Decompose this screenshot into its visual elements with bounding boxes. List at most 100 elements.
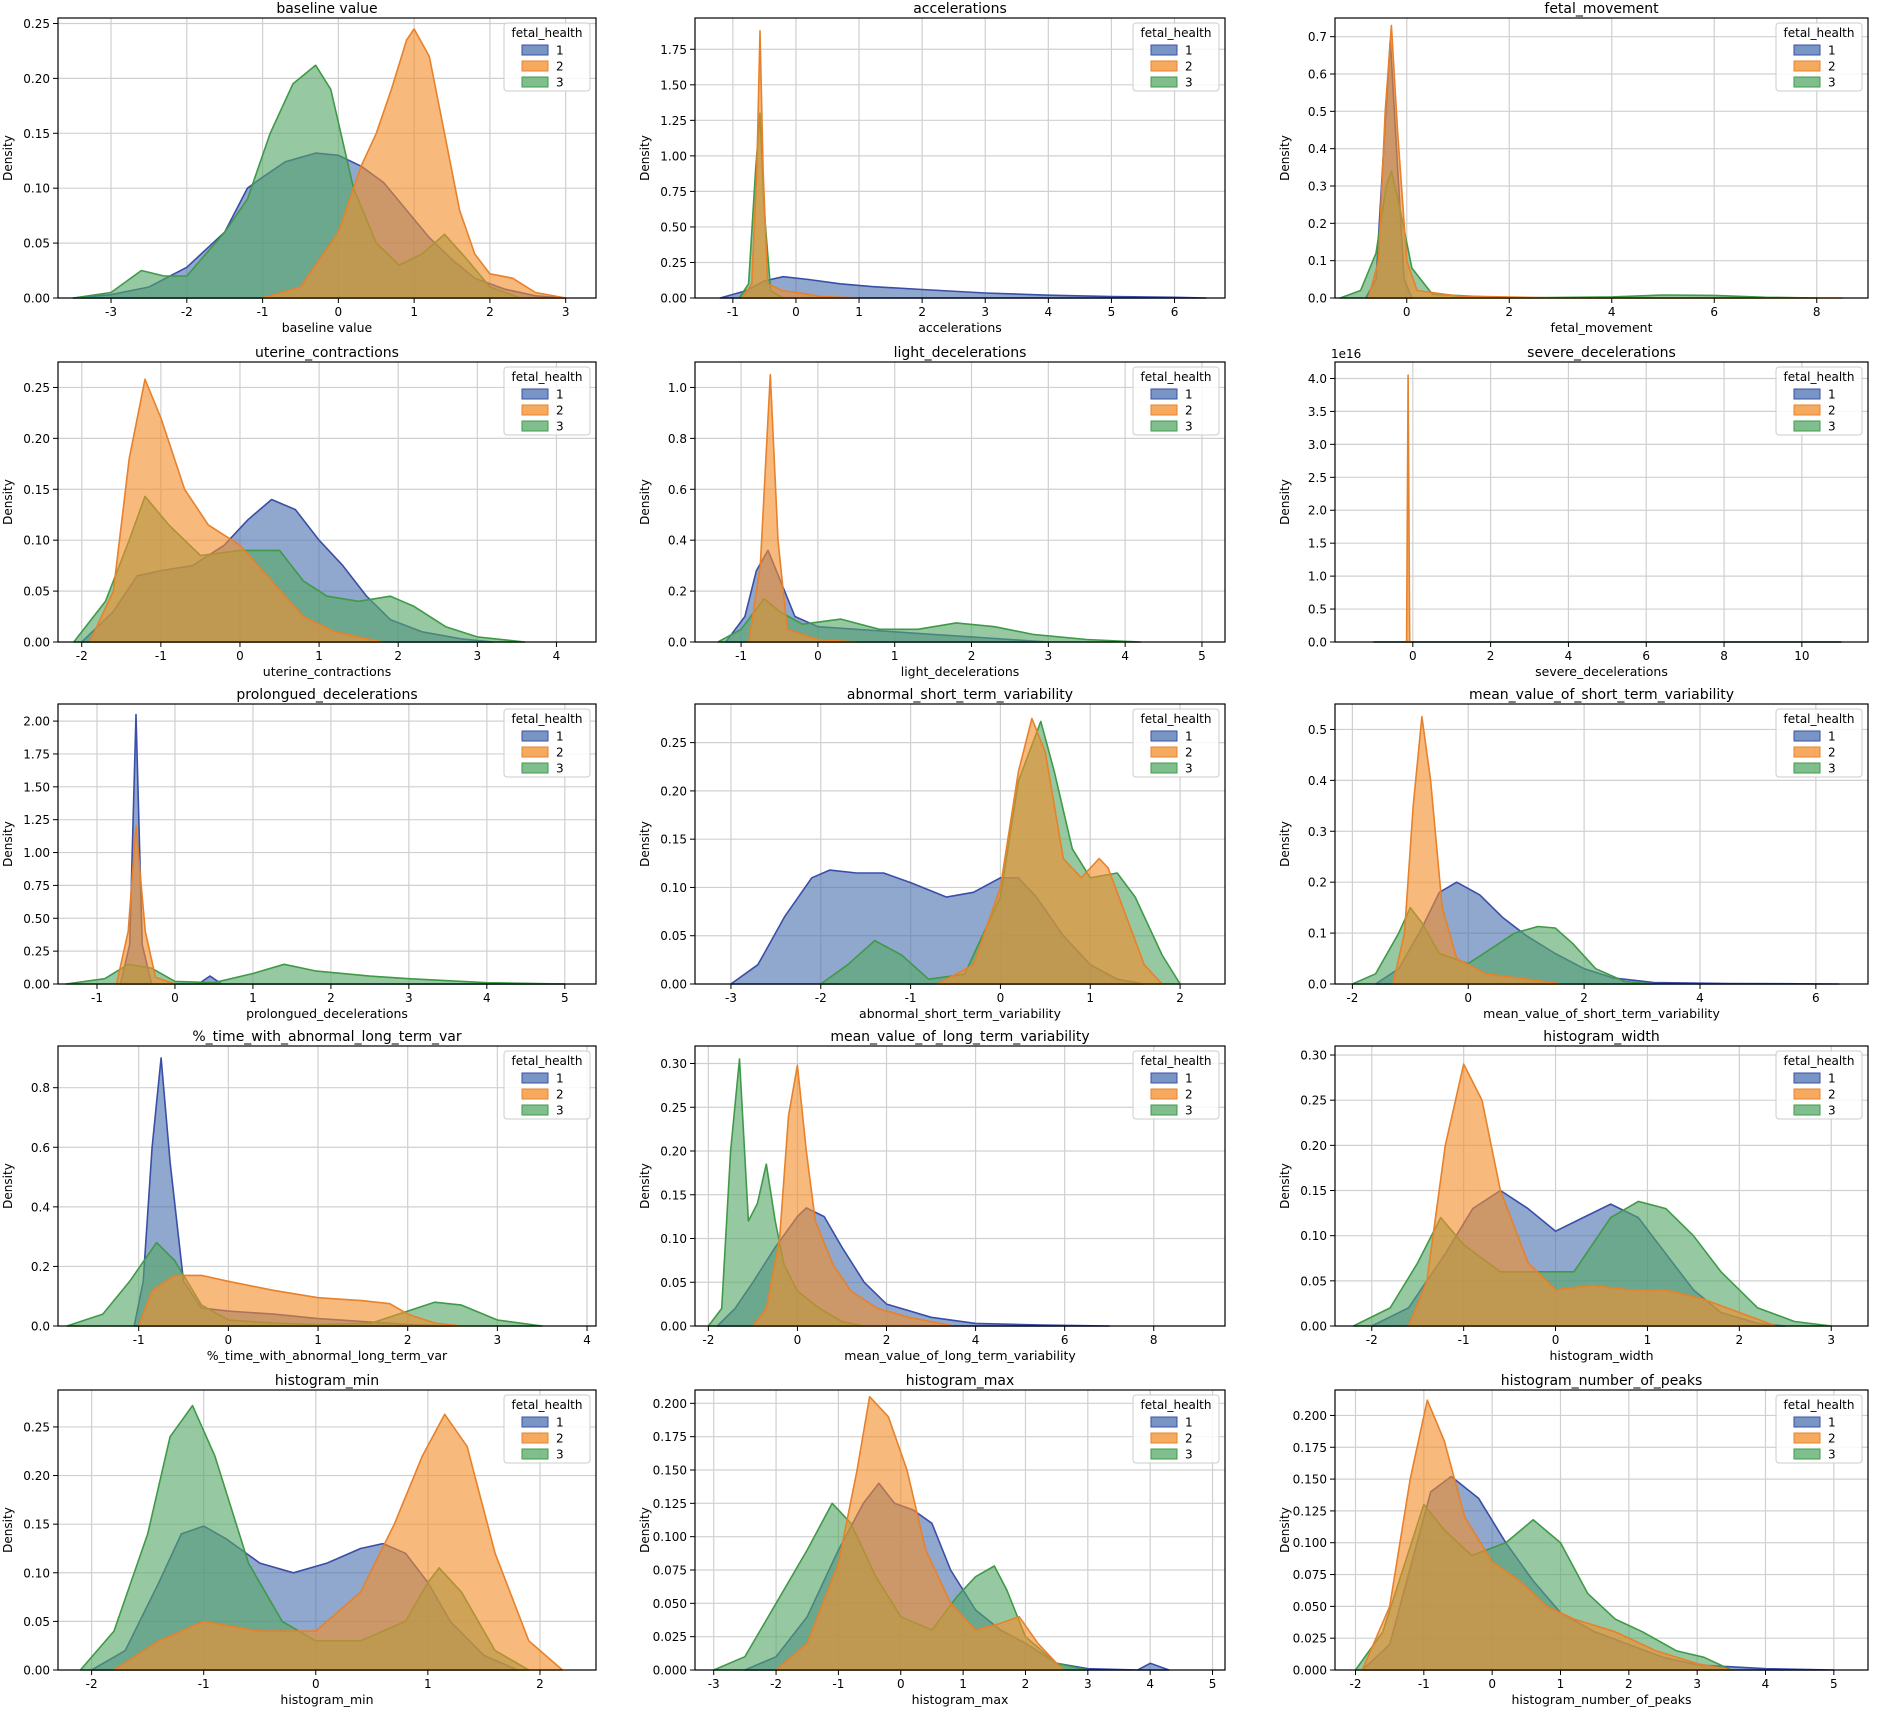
legend-title: fetal_health [1784,370,1855,384]
x-axis-label: histogram_width [1549,1348,1653,1363]
y-tick-label: 0.200 [1293,1409,1327,1423]
density-plot-accelerations: -1 0 1 2 3 4 5 6 0.00 0.25 0.50 0.75 1.00 1.25 1.50 1.7… [638,1,1226,335]
legend-label-2: 2 [1828,746,1836,760]
x-tick-label: -3 [725,991,737,1005]
legend-swatch-2 [521,1088,549,1100]
x-tick-label: -2 [1346,991,1358,1005]
x-tick-label: 2 [883,1333,891,1347]
legend-label-3: 3 [1828,762,1836,776]
x-tick-label: 6 [1171,305,1179,319]
plot-title: severe_decelerations [1527,345,1676,361]
legend-swatch-3 [521,76,549,88]
legend: fetal_health 1 2 3 [1775,22,1863,92]
y-tick-label: 0.25 [23,17,50,31]
legend-label-3: 3 [556,1448,564,1462]
y-tick-label: 0.5 [1308,723,1327,737]
legend-swatch-1 [521,388,549,400]
legend-label-2: 2 [556,404,564,418]
y-tick-label: 0.15 [660,833,687,847]
legend-label-1: 1 [556,1072,564,1086]
y-tick-label: 0.15 [23,1518,50,1532]
x-tick-label: 3 [1084,1677,1092,1691]
y-tick-label: 0.20 [23,432,50,446]
y-tick-label: 0.20 [660,784,687,798]
legend-label-3: 3 [556,420,564,434]
legend: fetal_health 1 2 3 [1132,708,1220,778]
y-tick-label: 0.25 [660,736,687,750]
density-plot-histogram-max: -3 -2 -1 0 1 2 3 4 5 0.000 0.025 0.050 0.075 0.100 0.1… [638,1373,1226,1707]
y-axis-label: Density [1,1163,15,1209]
plot-title: light_decelerations [894,345,1027,361]
legend-swatch-3 [1793,1448,1821,1460]
legend-title: fetal_health [1141,26,1212,40]
legend-title: fetal_health [1141,1398,1212,1412]
x-axis-label: light_decelerations [901,664,1020,679]
density-area-2 [137,1274,463,1327]
x-axis-label: prolongued_decelerations [246,1006,408,1021]
legend-label-2: 2 [1828,404,1836,418]
x-axis-label: mean_value_of_short_term_variability [1483,1006,1720,1021]
plot-frame [1334,1389,1869,1671]
legend-box [1132,366,1220,436]
legend-swatch-3 [521,420,549,432]
x-tick-label: 3 [494,1333,502,1347]
density-area-2 [752,1064,955,1327]
x-tick-label: 4 [553,649,561,663]
y-tick-label: 0.2 [668,585,687,599]
x-tick-label: 3 [981,305,989,319]
legend-label-2: 2 [1185,60,1193,74]
plot-frame [694,1045,1226,1327]
legend-label-1: 1 [1185,44,1193,58]
legend-title: fetal_health [512,26,583,40]
density-plot-prolongued-decelerations: -1 0 1 2 3 4 5 0.00 0.25 0.50 0.75 1.00 1.25 1.50 1.75… [1,687,597,1021]
x-tick-label: 0 [794,1333,802,1347]
density-plot-light-decelerations: -1 0 1 2 3 4 5 0.0 0.2 0.4 0.6 0.8 1.0 light_decelera… [638,345,1226,679]
plot-frame [1334,17,1869,299]
plot-frame [1334,361,1869,643]
y-tick-label: 1.0 [1308,570,1327,584]
x-tick-label: 0 [1409,649,1417,663]
y-tick-label: 0.0 [1308,978,1327,992]
x-tick-label: -2 [702,1333,714,1347]
density-plot-uterine-contractions: -2 -1 0 1 2 3 4 0.00 0.05 0.10 0.15 0.20 0.25 uterine… [1,345,597,679]
legend-label-3: 3 [1185,76,1193,90]
legend-box [1775,22,1863,92]
x-tick-label: 4 [1762,1677,1770,1691]
x-tick-label: 10 [1794,649,1809,663]
y-axis-label: Density [1,479,15,525]
density-plot-mean-value-of-short-term-variability: -2 0 2 4 6 0.0 0.1 0.2 0.3 0.4 0.5 mean_value_of_sh… [1278,687,1869,1021]
legend-swatch-1 [1793,1416,1821,1428]
legend-swatch-3 [1150,76,1178,88]
legend-label-2: 2 [556,746,564,760]
legend-title: fetal_health [1141,1054,1212,1068]
legend-swatch-3 [1793,762,1821,774]
legend-box [1775,366,1863,436]
x-tick-label: -2 [181,305,193,319]
y-axis-label: Density [1,1507,15,1553]
x-tick-label: 6 [1642,649,1650,663]
y-tick-label: 0.150 [653,1464,687,1478]
y-tick-label: 1.25 [660,114,687,128]
legend-label-2: 2 [556,1088,564,1102]
y-tick-label: 0.100 [1293,1536,1327,1550]
y-tick-label: 0.4 [668,534,687,548]
legend-title: fetal_health [512,712,583,726]
density-plot-time-with-abnormal-long-term-var: -1 0 1 2 3 4 0.0 0.2 0.4 0.6 0.8 %_time_with_abnorm… [1,1029,597,1363]
legend-title: fetal_health [1141,712,1212,726]
y-tick-label: 0.15 [23,127,50,141]
x-tick-label: 3 [1693,1677,1701,1691]
y-tick-label: 0.7 [1308,30,1327,44]
y-tick-label: 0.125 [653,1497,687,1511]
legend-swatch-1 [521,44,549,56]
x-axis-label: %_time_with_abnormal_long_term_var [207,1348,448,1363]
y-tick-label: 0.0 [1308,292,1327,306]
x-tick-label: 0 [997,991,1005,1005]
y-tick-label: 1.75 [660,43,687,57]
plot-frame [694,361,1226,643]
density-plot-abnormal-short-term-variability: -3 -2 -1 0 1 2 0.00 0.05 0.10 0.15 0.20 0.25 abnorma… [638,687,1226,1021]
legend: fetal_health 1 2 3 [1775,1394,1863,1464]
y-tick-label: 0.30 [660,1057,687,1071]
density-area-2 [1392,715,1562,985]
y-axis-label: Density [638,1507,652,1553]
